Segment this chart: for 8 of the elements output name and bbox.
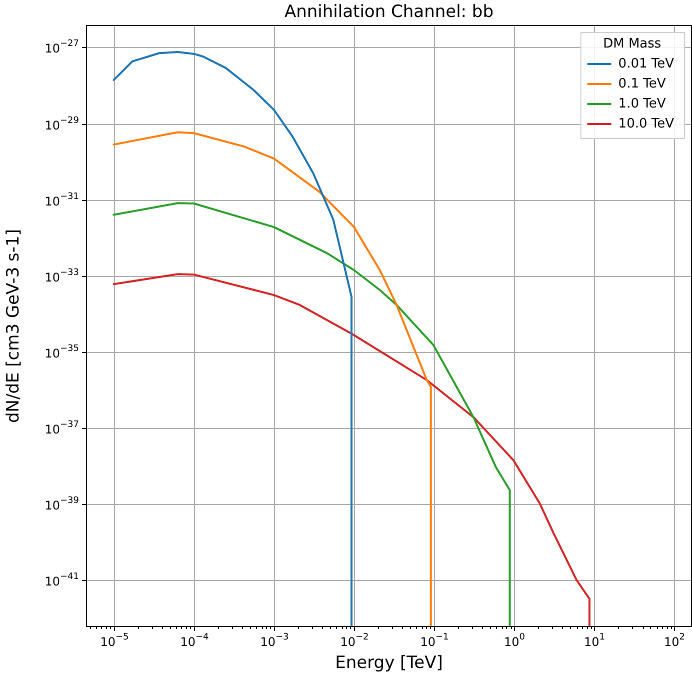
legend-label: 0.1 TeV	[618, 76, 666, 92]
legend-label: 0.01 TeV	[618, 56, 674, 72]
legend-label: 10.0 TeV	[618, 116, 674, 132]
x-axis-title: Energy [TeV]	[335, 653, 443, 674]
legend-title: DM Mass	[603, 36, 662, 52]
y-axis-title: dN/dE [cm3 GeV-3 s-1]	[4, 229, 24, 423]
chart-title: Annihilation Channel: bb	[284, 2, 494, 22]
legend-label: 1.0 TeV	[618, 96, 666, 112]
